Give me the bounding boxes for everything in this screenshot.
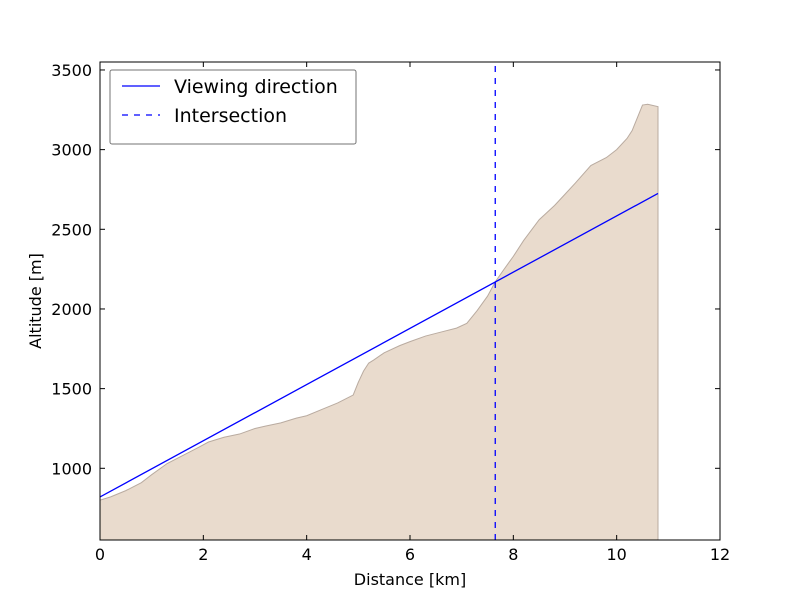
axes: 0 2 4 6 8 10 12 1000 1500 2000 2500 3000 3500	[51, 61, 730, 564]
terrain-area	[100, 103, 659, 540]
x-tick-label: 2	[198, 545, 208, 564]
y-tick-label: 2500	[51, 220, 92, 239]
x-tick-label: 8	[508, 545, 518, 564]
plot-area	[100, 62, 659, 540]
x-tick-label: 0	[95, 545, 105, 564]
legend-label: Viewing direction	[174, 76, 338, 98]
x-axis-label: Distance [km]	[354, 570, 466, 589]
legend-box	[109, 69, 357, 145]
y-tick-label: 3000	[51, 141, 92, 160]
y-tick-label: 2000	[51, 300, 92, 319]
legend-label: Intersection	[174, 105, 287, 127]
y-tick-label: 1000	[51, 459, 92, 478]
viewing-direction-line	[100, 192, 659, 498]
y-tick-label: 3500	[51, 61, 92, 80]
x-tick-label: 6	[405, 545, 415, 564]
y-axis-label: Altitude [m]	[26, 253, 45, 349]
y-tick-label: 1500	[51, 380, 92, 399]
x-tick-label: 12	[710, 545, 730, 564]
x-tick-label: 10	[606, 545, 626, 564]
legend: Viewing direction Intersection	[109, 69, 357, 145]
x-tick-label: 4	[302, 545, 312, 564]
